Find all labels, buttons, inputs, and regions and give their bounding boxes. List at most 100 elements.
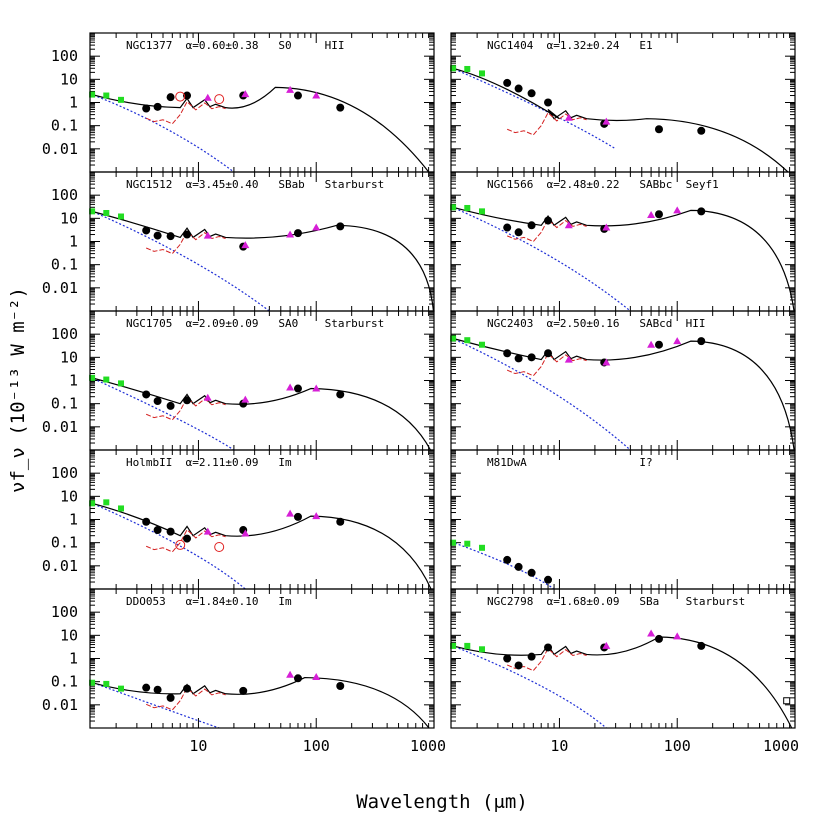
irs-spectrum-line	[506, 352, 587, 377]
magenta-point	[241, 90, 250, 98]
magenta-point	[564, 355, 573, 363]
green-point	[479, 208, 486, 215]
y-tick-label: 0.01	[42, 418, 78, 436]
magenta-point	[602, 223, 611, 231]
panel-label: NGC1404 α=1.32±0.24 E1	[487, 39, 653, 52]
panel-NGC1512: NGC1512 α=3.45±0.40 SBab Starburst	[89, 171, 435, 312]
black-point	[514, 661, 523, 670]
black-point	[183, 230, 192, 239]
magenta-point	[312, 512, 321, 520]
black-point	[544, 575, 553, 584]
x-tick-label: 10	[550, 737, 568, 755]
panel-NGC2403: NGC2403 α=2.50±0.16 SABcd HII	[450, 310, 796, 451]
irs-spectrum-line	[145, 230, 226, 255]
black-point	[544, 643, 553, 652]
magenta-point	[564, 113, 573, 121]
magenta-point	[564, 221, 573, 229]
panel-HolmbII: HolmbII α=2.11±0.09 Im	[89, 449, 435, 590]
magenta-point	[286, 670, 295, 678]
black-point	[336, 222, 345, 231]
magenta-point	[647, 629, 656, 637]
black-point	[183, 534, 192, 543]
black-point	[514, 228, 523, 237]
magenta-point	[241, 241, 250, 249]
x-tick-label: 100	[303, 737, 330, 755]
panel-label: NGC1512 α=3.45±0.40 SBab Starburst	[126, 178, 384, 191]
curves	[451, 541, 555, 589]
green-point	[103, 92, 110, 99]
panel-frame	[450, 588, 796, 729]
panel-frame	[450, 171, 796, 312]
model-sed-line	[91, 377, 432, 450]
curves	[90, 676, 430, 728]
stellar-tail-line	[451, 541, 555, 589]
black-point	[183, 684, 192, 693]
green-point	[450, 204, 457, 211]
panel-frame	[450, 310, 796, 451]
curves	[451, 206, 795, 311]
panel-label: NGC1705 α=2.09±0.09 SA0 Starburst	[126, 317, 384, 330]
y-tick-label: 1	[69, 511, 78, 529]
black-point	[527, 568, 536, 577]
open-square-point	[783, 697, 791, 705]
model-sed-line	[452, 337, 795, 450]
black-point	[166, 693, 175, 702]
y-axis-title: νf_ν (10⁻¹³ W m⁻²)	[7, 287, 29, 493]
stellar-tail-line	[451, 67, 616, 150]
y-tick-label: 10	[60, 70, 78, 88]
black-point	[239, 686, 248, 695]
black-point	[514, 354, 523, 363]
irs-spectrum-line	[145, 528, 226, 553]
green-point	[89, 208, 96, 215]
green-point	[89, 679, 96, 686]
panel-label: NGC1566 α=2.48±0.22 SABbc Seyf1	[487, 178, 719, 191]
y-tick-label: 0.1	[51, 534, 78, 552]
y-tick-label: 1	[69, 233, 78, 251]
y-tick-label: 10	[60, 626, 78, 644]
green-point	[118, 96, 125, 103]
black-point	[293, 512, 302, 521]
stellar-tail-line	[451, 206, 631, 311]
black-point	[697, 641, 706, 650]
black-point	[142, 390, 151, 399]
green-point	[118, 685, 125, 692]
curves	[451, 67, 789, 172]
black-point	[166, 93, 175, 102]
black-point	[293, 384, 302, 393]
green-point	[464, 65, 471, 72]
model-sed-line	[452, 636, 793, 728]
panel-NGC1705: NGC1705 α=2.09±0.09 SA0 Starburst	[89, 310, 435, 451]
black-point	[527, 89, 536, 98]
panel-frame	[89, 171, 435, 312]
green-point	[118, 505, 125, 512]
black-point	[293, 674, 302, 683]
green-point	[464, 337, 471, 344]
open-red-point	[175, 539, 186, 550]
y-tick-label: 0.1	[51, 117, 78, 135]
green-point	[479, 544, 486, 551]
panel-label: NGC2798 α=1.68±0.09 SBa Starburst	[487, 595, 745, 608]
black-point	[293, 229, 302, 238]
magenta-point	[312, 91, 321, 99]
magenta-point	[647, 340, 656, 348]
curves	[90, 209, 434, 311]
black-point	[142, 104, 151, 113]
y-tick-label: 10	[60, 348, 78, 366]
magenta-point	[312, 223, 321, 231]
magenta-point	[241, 395, 250, 403]
magenta-point	[203, 527, 212, 535]
black-point	[544, 349, 553, 358]
panel-frame	[89, 32, 435, 173]
irs-spectrum-line	[506, 111, 587, 136]
black-point	[153, 102, 162, 111]
green-point	[89, 500, 96, 507]
irs-spectrum-line	[506, 218, 587, 243]
black-point	[514, 562, 523, 571]
curves	[90, 376, 432, 450]
green-point	[450, 65, 457, 72]
black-point	[527, 652, 536, 661]
panel-frame	[89, 310, 435, 451]
green-point	[479, 646, 486, 653]
black-point	[336, 682, 345, 691]
